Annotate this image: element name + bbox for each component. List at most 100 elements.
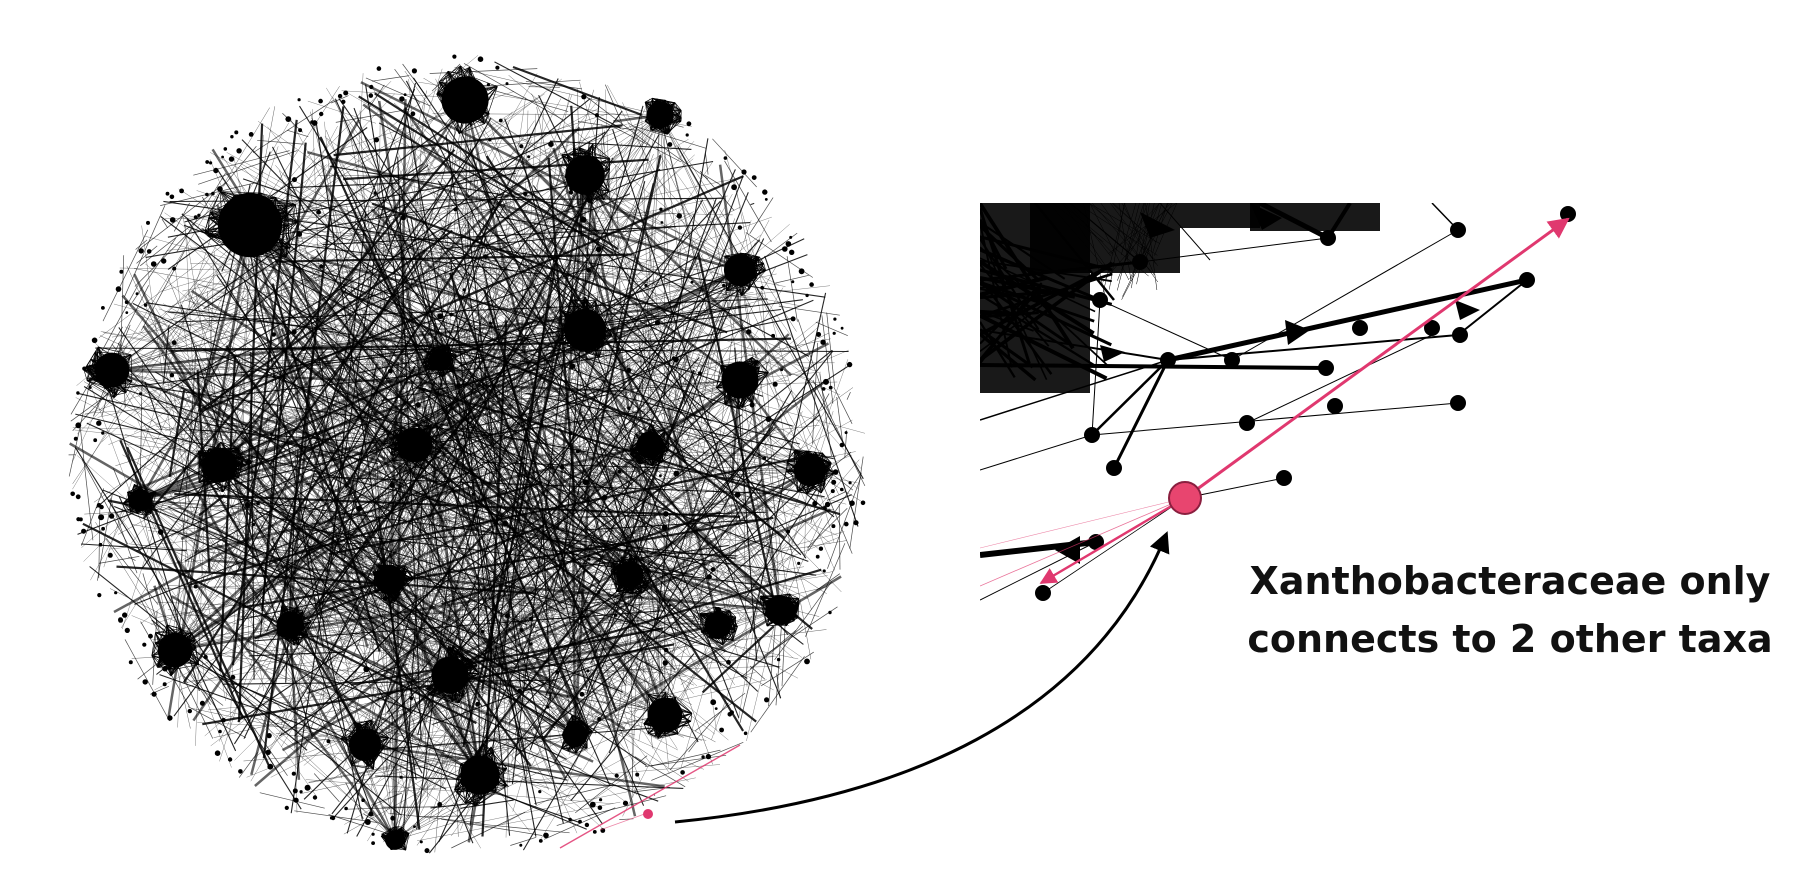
network-edge: [717, 459, 860, 626]
network-edge: [238, 179, 476, 702]
network-node: [764, 198, 768, 201]
network-edge: [174, 588, 541, 652]
network-edge: [338, 269, 741, 455]
network-edge: [219, 464, 518, 665]
network-node: [762, 456, 767, 460]
network-cluster: [204, 191, 299, 258]
network-node: [673, 470, 680, 477]
network-cluster: [561, 714, 593, 754]
network-edge: [697, 252, 780, 621]
network-edge: [704, 175, 723, 187]
network-edge: [494, 61, 622, 129]
network-edge: [584, 174, 640, 568]
network-edge: [587, 795, 667, 816]
network-node: [581, 94, 587, 100]
network-node: [601, 494, 608, 501]
network-node: [559, 465, 565, 470]
network-edge: [656, 145, 811, 471]
network-node: [617, 469, 622, 474]
network-node: [371, 832, 375, 836]
network-node: [791, 607, 797, 613]
network-edge: [423, 359, 441, 671]
network-edge: [81, 543, 187, 552]
network-node: [400, 833, 405, 838]
network-node: [382, 596, 388, 601]
network-edge: [117, 342, 133, 372]
network-edge: [95, 521, 176, 651]
network-edge: [421, 379, 741, 668]
network-edge: [393, 99, 407, 841]
network-edge: [523, 379, 741, 394]
network-edge: [133, 268, 741, 381]
network-edge: [584, 174, 653, 749]
network-node: [589, 801, 596, 808]
network-edge: [439, 359, 528, 775]
network-edge: [492, 321, 631, 576]
network-node: [579, 691, 585, 697]
network-edge: [289, 393, 479, 626]
network-node: [517, 688, 522, 694]
network-node: [310, 120, 314, 124]
network-edge: [463, 63, 564, 121]
network-node: [161, 258, 167, 264]
network-edge: [288, 182, 400, 189]
network-edge: [313, 773, 340, 803]
network-edge: [339, 324, 811, 471]
network-node: [722, 283, 726, 288]
network-node: [96, 420, 102, 426]
network-edge: [111, 239, 437, 371]
network-node: [840, 326, 844, 330]
network-node: [453, 207, 458, 212]
network-edge: [249, 224, 612, 257]
network-edge: [133, 273, 367, 746]
network-edge: [174, 330, 319, 651]
network-node: [782, 246, 788, 252]
network-edge: [117, 359, 441, 535]
network-node: [765, 416, 772, 422]
network-edge: [439, 139, 532, 361]
network-edge: [305, 269, 766, 486]
network-edge: [124, 639, 170, 722]
network-node: [527, 155, 531, 159]
network-node: [223, 147, 228, 151]
network-node: [169, 194, 175, 200]
network-node: [373, 191, 377, 195]
network-edge: [583, 617, 719, 626]
network-edge: [238, 752, 258, 778]
network-cluster: [340, 719, 389, 770]
network-node: [790, 316, 796, 322]
network-edge: [322, 722, 396, 841]
network-edge: [815, 321, 848, 337]
network-edge: [226, 152, 780, 456]
network-edge: [238, 353, 256, 394]
network-node: [495, 65, 500, 70]
network-node: [245, 459, 252, 466]
xanthobacteraceae-node-small: [643, 809, 653, 819]
network-node: [319, 111, 324, 117]
network-node: [809, 282, 814, 287]
network-edge: [155, 526, 799, 660]
network-node: [729, 710, 734, 715]
network-node: [477, 56, 484, 62]
network-edge: [234, 364, 630, 761]
network-node: [701, 755, 705, 759]
network-node: [398, 828, 403, 833]
network-node: [409, 696, 414, 701]
network-node: [368, 93, 374, 98]
network-node: [668, 604, 672, 607]
network-edge: [444, 174, 586, 273]
network-node: [205, 160, 210, 164]
network-edge: [112, 468, 122, 487]
network-edge: [97, 492, 113, 581]
network-edge: [136, 238, 805, 552]
network-edge: [430, 345, 576, 736]
network-edge: [174, 598, 336, 651]
network-node: [488, 138, 492, 142]
network-node: [371, 841, 375, 845]
network-edge: [149, 579, 391, 590]
network-edge: [242, 201, 666, 716]
zoom-edge: [1457, 279, 1528, 336]
network-edge: [68, 368, 94, 477]
network-edge: [111, 107, 270, 371]
network-edge: [584, 329, 788, 518]
